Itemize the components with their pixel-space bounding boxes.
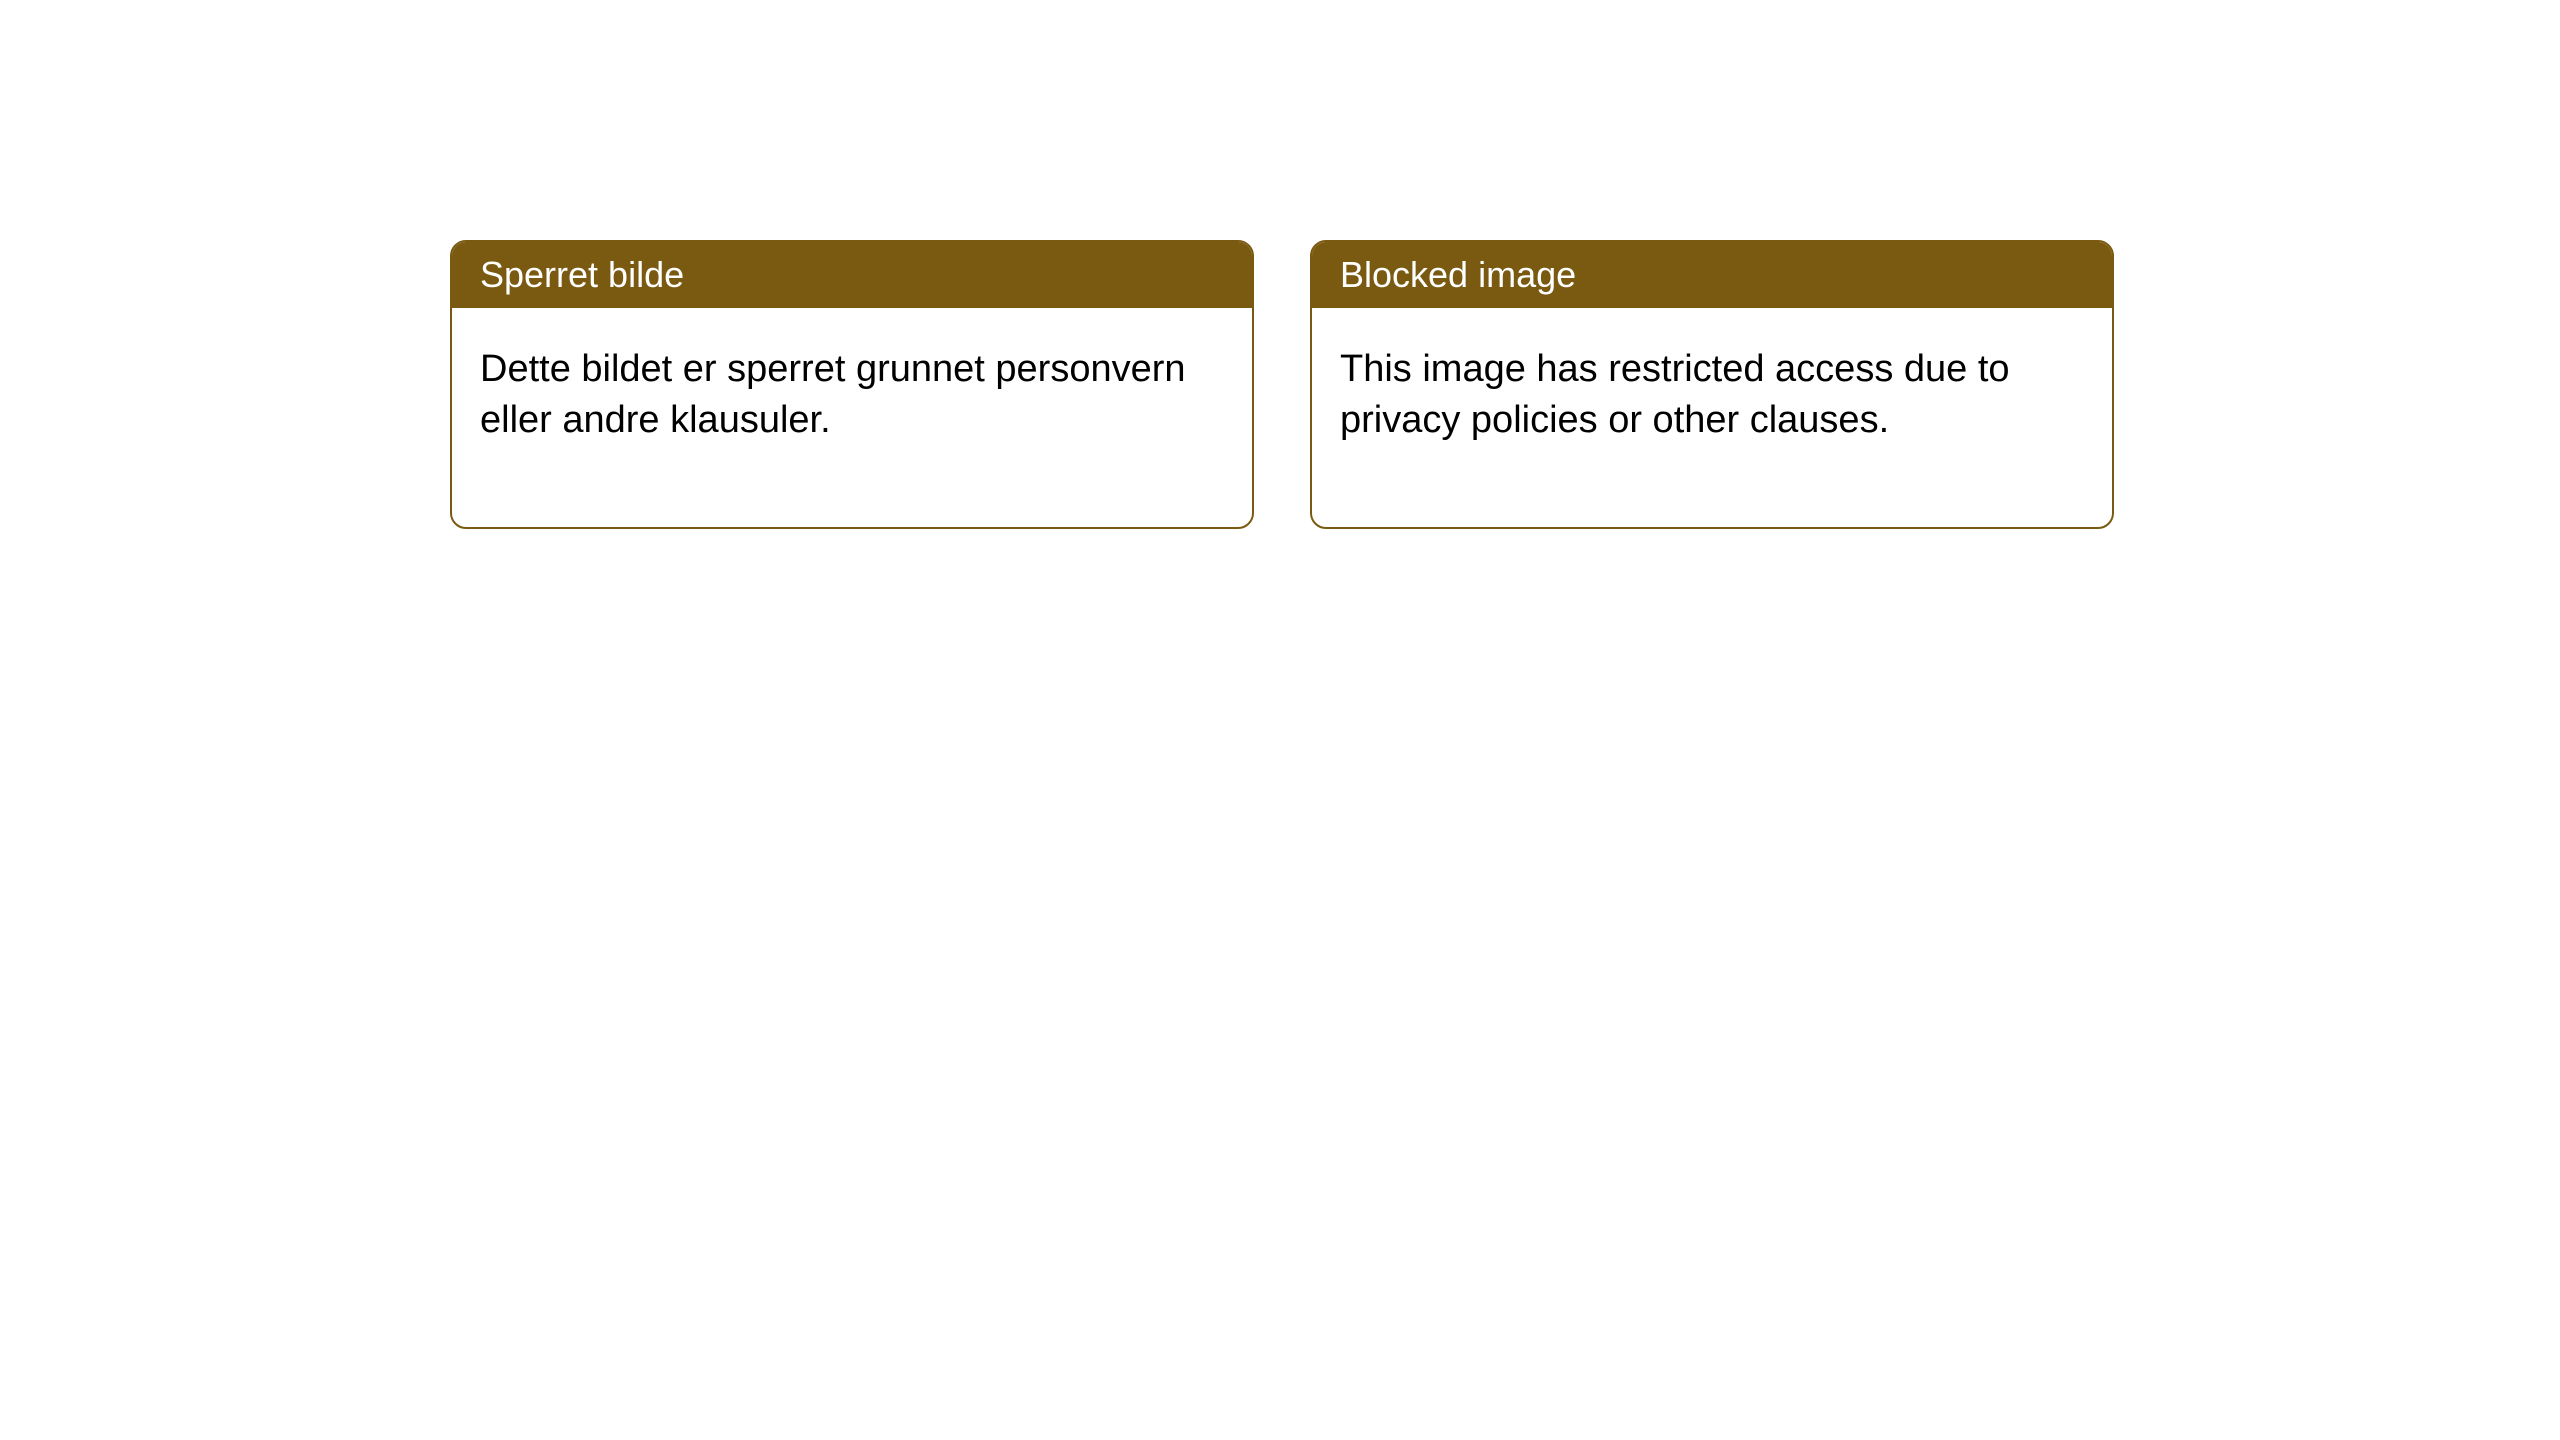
card-body-text: Dette bildet er sperret grunnet personve…: [480, 348, 1186, 441]
card-header: Sperret bilde: [452, 242, 1252, 308]
card-body-text: This image has restricted access due to …: [1340, 348, 2010, 441]
cards-container: Sperret bilde Dette bildet er sperret gr…: [450, 240, 2560, 529]
blocked-image-card-en: Blocked image This image has restricted …: [1310, 240, 2114, 529]
card-body: Dette bildet er sperret grunnet personve…: [452, 308, 1252, 527]
card-header: Blocked image: [1312, 242, 2112, 308]
card-title: Sperret bilde: [480, 254, 684, 295]
card-title: Blocked image: [1340, 254, 1576, 295]
card-body: This image has restricted access due to …: [1312, 308, 2112, 527]
blocked-image-card-no: Sperret bilde Dette bildet er sperret gr…: [450, 240, 1254, 529]
